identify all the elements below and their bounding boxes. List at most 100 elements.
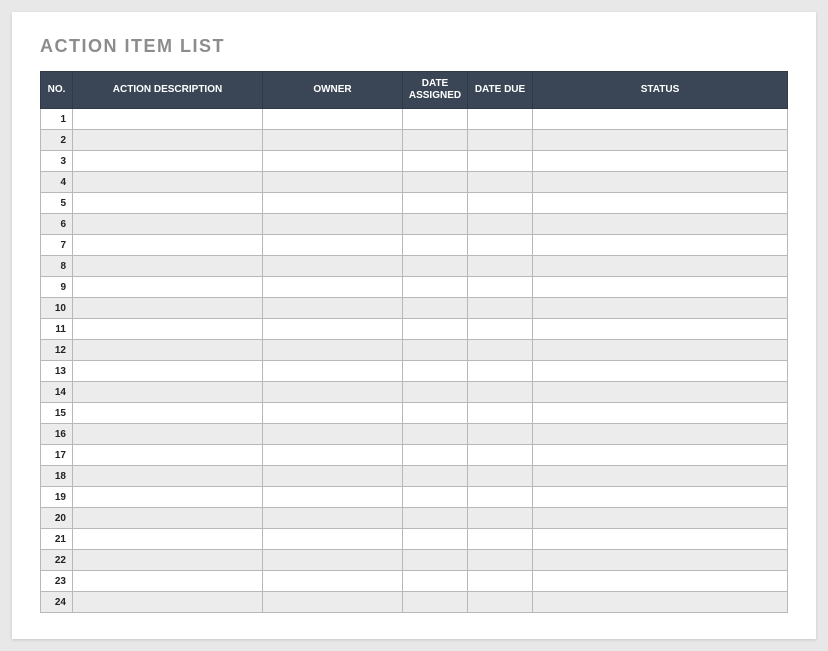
cell-due [468,277,533,298]
cell-owner [263,235,403,256]
cell-description [73,445,263,466]
cell-owner [263,298,403,319]
col-header-no: NO. [41,72,73,109]
table-row: 15 [41,403,788,424]
cell-due [468,298,533,319]
table-row: 17 [41,445,788,466]
cell-status [533,529,788,550]
cell-no: 10 [41,298,73,319]
cell-owner [263,382,403,403]
cell-owner [263,487,403,508]
cell-description [73,109,263,130]
table-row: 23 [41,571,788,592]
cell-due [468,340,533,361]
cell-no: 11 [41,319,73,340]
cell-owner [263,277,403,298]
cell-assigned [403,109,468,130]
cell-status [533,340,788,361]
table-row: 5 [41,193,788,214]
cell-status [533,193,788,214]
cell-owner [263,256,403,277]
cell-owner [263,319,403,340]
cell-no: 18 [41,466,73,487]
cell-due [468,361,533,382]
cell-description [73,277,263,298]
cell-no: 16 [41,424,73,445]
cell-no: 20 [41,508,73,529]
cell-due [468,592,533,613]
document-page: ACTION ITEM LIST NO. ACTION DESCRIPTION … [12,12,816,639]
table-row: 11 [41,319,788,340]
cell-due [468,403,533,424]
cell-description [73,466,263,487]
table-row: 21 [41,529,788,550]
cell-no: 5 [41,193,73,214]
cell-description [73,214,263,235]
cell-status [533,508,788,529]
table-row: 2 [41,130,788,151]
cell-due [468,214,533,235]
cell-due [468,151,533,172]
cell-assigned [403,298,468,319]
cell-no: 6 [41,214,73,235]
page-title: ACTION ITEM LIST [40,36,788,57]
cell-no: 1 [41,109,73,130]
cell-owner [263,550,403,571]
cell-assigned [403,487,468,508]
cell-assigned [403,592,468,613]
cell-description [73,592,263,613]
table-row: 19 [41,487,788,508]
cell-description [73,529,263,550]
cell-status [533,214,788,235]
cell-no: 14 [41,382,73,403]
table-row: 8 [41,256,788,277]
cell-status [533,151,788,172]
cell-no: 22 [41,550,73,571]
table-body: 123456789101112131415161718192021222324 [41,109,788,613]
cell-status [533,319,788,340]
cell-description [73,193,263,214]
table-row: 6 [41,214,788,235]
cell-owner [263,109,403,130]
cell-due [468,529,533,550]
cell-no: 21 [41,529,73,550]
cell-status [533,403,788,424]
cell-status [533,130,788,151]
cell-assigned [403,466,468,487]
cell-description [73,235,263,256]
cell-assigned [403,550,468,571]
cell-owner [263,571,403,592]
cell-due [468,382,533,403]
cell-assigned [403,424,468,445]
cell-owner [263,424,403,445]
cell-assigned [403,319,468,340]
cell-owner [263,445,403,466]
cell-status [533,466,788,487]
col-header-date-assigned: DATE ASSIGNED [403,72,468,109]
cell-owner [263,592,403,613]
table-row: 3 [41,151,788,172]
cell-assigned [403,214,468,235]
cell-description [73,403,263,424]
cell-assigned [403,403,468,424]
cell-status [533,445,788,466]
col-header-owner: OWNER [263,72,403,109]
cell-description [73,382,263,403]
cell-no: 23 [41,571,73,592]
cell-description [73,424,263,445]
cell-description [73,172,263,193]
cell-status [533,382,788,403]
col-header-status: STATUS [533,72,788,109]
cell-description [73,361,263,382]
table-row: 16 [41,424,788,445]
cell-description [73,550,263,571]
cell-assigned [403,445,468,466]
cell-no: 15 [41,403,73,424]
table-row: 9 [41,277,788,298]
cell-no: 2 [41,130,73,151]
cell-due [468,571,533,592]
cell-owner [263,340,403,361]
table-row: 1 [41,109,788,130]
cell-assigned [403,571,468,592]
cell-no: 3 [41,151,73,172]
